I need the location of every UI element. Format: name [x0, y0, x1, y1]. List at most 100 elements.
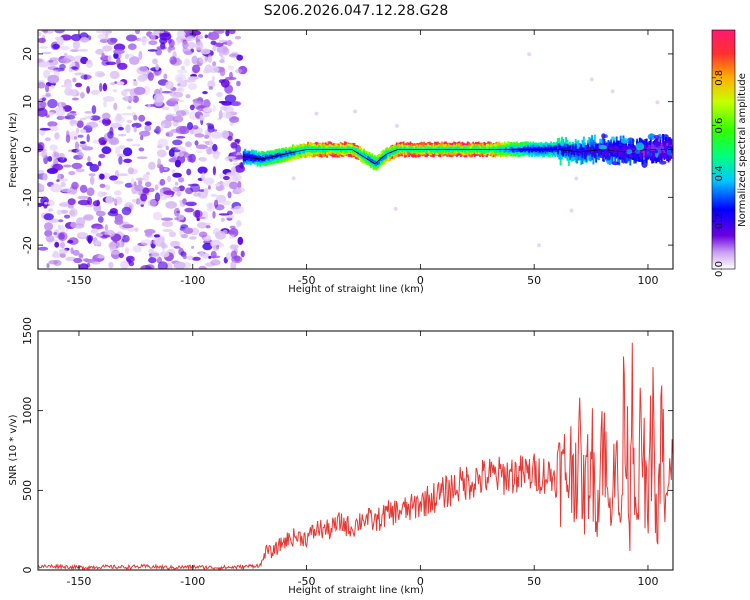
noise-speck: [129, 56, 140, 65]
ridge-cell: [423, 148, 426, 153]
noise-speck: [186, 255, 194, 261]
ridge-cell: [578, 147, 581, 153]
ridge-blob: [647, 152, 653, 157]
ridge-cell: [263, 157, 266, 162]
noise-speck: [113, 49, 125, 55]
x-tick-label: -50: [298, 575, 316, 588]
noise-speck: [234, 155, 245, 160]
ridge-cell: [287, 150, 290, 155]
noise-speck: [610, 89, 615, 94]
noise-speck: [121, 206, 132, 216]
x-tick-label: -50: [298, 274, 316, 287]
ridge-cell: [454, 146, 457, 151]
noise-speck: [125, 34, 138, 42]
noise-speck: [52, 43, 60, 50]
noise-speck: [51, 252, 62, 259]
ridge-cell: [330, 146, 333, 151]
noise-speck: [132, 143, 141, 147]
colorbar-tick-label: 0.0: [714, 261, 725, 277]
ridge-cell: [347, 147, 350, 155]
noise-speck: [229, 116, 240, 123]
y-tick-label: -20: [21, 236, 34, 254]
noise-speck: [71, 162, 83, 170]
noise-speck: [117, 173, 129, 177]
noise-speck: [221, 130, 230, 139]
ridge-blob: [657, 133, 663, 140]
noise-speck: [87, 156, 91, 162]
noise-speck: [113, 102, 118, 111]
ridge-cell: [608, 146, 611, 152]
noise-speck: [83, 74, 88, 80]
noise-speck: [228, 230, 236, 235]
noise-speck: [150, 32, 156, 42]
noise-speck: [237, 180, 242, 189]
ridge-cell: [644, 144, 647, 150]
snr-y-label: SNR (10 * v/v): [8, 414, 19, 485]
ridge-blob: [626, 137, 635, 145]
noise-speck: [353, 109, 358, 114]
noise-speck: [43, 30, 48, 34]
noise-speck: [176, 69, 188, 74]
noise-speck: [182, 41, 189, 49]
noise-speck: [215, 230, 226, 240]
ridge-cell: [272, 155, 275, 160]
ridge-cell: [365, 156, 368, 161]
noise-speck: [65, 82, 73, 89]
noise-speck: [48, 59, 54, 63]
ridge-cell: [337, 146, 340, 151]
ridge-cell: [526, 146, 529, 151]
noise-speck: [56, 157, 64, 161]
noise-speck: [124, 54, 135, 57]
ridge-cell: [586, 144, 589, 152]
ridge-blob: [604, 149, 608, 156]
noise-speck: [85, 59, 94, 68]
noise-speck: [128, 261, 135, 267]
noise-speck: [226, 172, 236, 176]
noise-speck: [60, 178, 69, 182]
ridge-cell: [320, 148, 323, 153]
noise-speck: [91, 105, 97, 115]
noise-speck: [199, 114, 204, 121]
ridge-cell: [648, 144, 651, 150]
ridge-cell: [562, 148, 565, 157]
noise-speck: [86, 235, 94, 243]
ridge-cell: [451, 148, 454, 153]
noise-speck: [225, 156, 237, 159]
noise-speck: [94, 254, 99, 259]
noise-speck: [202, 91, 208, 95]
noise-speck: [122, 147, 133, 157]
noise-speck: [86, 86, 90, 94]
noise-speck: [127, 43, 137, 50]
noise-speck: [79, 184, 88, 193]
ridge-cell: [513, 148, 516, 153]
noise-speck: [41, 51, 52, 55]
noise-speck: [236, 220, 242, 228]
spectrogram-y-ticks: 20 10 0 -10 -20: [21, 47, 673, 254]
ridge-cell: [245, 156, 248, 161]
ridge-cell: [398, 147, 401, 152]
noise-speck: [144, 121, 152, 126]
noise-speck: [49, 144, 58, 151]
ridge-cell: [242, 155, 245, 160]
noise-speck: [212, 211, 216, 219]
spectrogram-ridge: [242, 133, 673, 171]
ridge-cell: [521, 148, 524, 153]
noise-speck: [99, 173, 105, 180]
noise-speck: [69, 120, 79, 124]
noise-speck: [98, 160, 102, 167]
noise-speck: [212, 143, 218, 152]
ridge-cell: [253, 156, 256, 161]
noise-speck: [199, 157, 207, 162]
ridge-cell: [619, 150, 622, 155]
noise-speck: [38, 61, 50, 68]
ridge-cell: [653, 147, 656, 154]
noise-speck: [231, 101, 242, 107]
noise-speck: [125, 124, 131, 134]
noise-speck: [45, 83, 50, 93]
noise-speck: [114, 190, 122, 196]
colorbar-ticks: 0.0 0.2 0.4 0.6 0.8: [712, 70, 725, 277]
ridge-blob: [653, 135, 660, 139]
ridge-cell: [660, 147, 663, 155]
noise-speck: [95, 48, 104, 55]
noise-speck: [153, 234, 160, 238]
